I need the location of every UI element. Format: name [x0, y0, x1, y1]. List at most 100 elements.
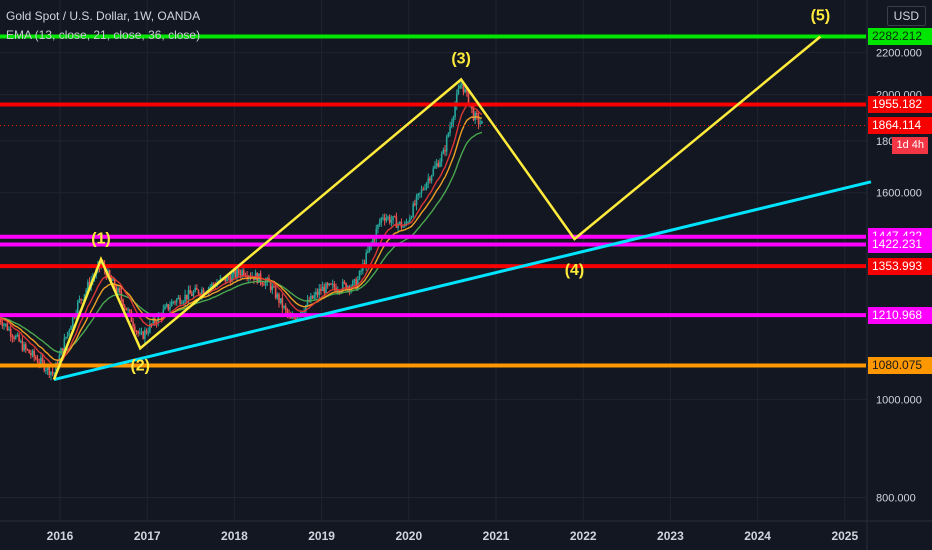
candle-body — [306, 299, 309, 306]
candle-body — [315, 291, 317, 296]
candle-body — [133, 326, 136, 332]
candle-body — [388, 216, 391, 223]
ema-13-line — [0, 104, 483, 367]
x-tick-label: 2019 — [308, 529, 335, 543]
candle-body — [28, 349, 30, 354]
wave-label: (4) — [565, 262, 585, 279]
candle-body — [263, 284, 265, 286]
candle-body — [115, 287, 118, 293]
candle-body — [211, 283, 213, 287]
candle-body — [127, 309, 129, 311]
x-tick-label: 2024 — [744, 529, 771, 543]
candle-body — [274, 286, 277, 298]
candle-body — [46, 365, 49, 370]
candle-body — [460, 83, 463, 86]
candle-body — [477, 115, 480, 124]
candle-body — [439, 161, 441, 167]
candle-body — [429, 178, 431, 181]
candle-body — [241, 270, 243, 276]
candle-body — [8, 328, 10, 331]
indicator-legend[interactable]: EMA (13, close, 21, close, 36, close) — [6, 28, 201, 42]
candle-body — [355, 279, 357, 289]
candle-body — [281, 298, 284, 308]
candle-body — [23, 344, 25, 351]
y-tick-label: 1000.000 — [876, 394, 922, 406]
candle-body — [380, 217, 383, 223]
candle-body — [187, 289, 190, 300]
candle-body — [194, 287, 196, 292]
candle-body — [45, 369, 47, 371]
candle-body — [132, 321, 134, 327]
x-tick-label: 2023 — [657, 529, 684, 543]
candle-body — [278, 294, 280, 303]
candle-body — [152, 318, 155, 325]
candle-body — [407, 221, 409, 223]
candle-body — [11, 336, 14, 338]
candle-body — [33, 350, 35, 358]
candle-body — [24, 344, 27, 349]
candle-body — [409, 217, 411, 222]
candle-body — [450, 122, 453, 127]
candle-body — [331, 283, 334, 285]
candle-body — [412, 203, 414, 217]
candle-body — [82, 299, 84, 301]
candle-body — [21, 341, 24, 351]
price-level-badge: 1955.182 — [868, 96, 932, 114]
candle-body — [87, 282, 89, 290]
candle-body — [372, 238, 374, 244]
x-tick-label: 2017 — [134, 529, 161, 543]
candle-body — [284, 305, 287, 310]
candle-body — [231, 273, 233, 282]
candle-body — [387, 216, 389, 219]
candle-body — [175, 299, 178, 303]
candle-body — [172, 301, 175, 303]
candle-body — [169, 306, 171, 310]
candle-body — [291, 316, 294, 319]
candle-body — [135, 331, 138, 333]
candle-body — [472, 108, 475, 121]
candle-body — [164, 306, 166, 310]
candle-body — [395, 216, 398, 228]
candle-body — [14, 335, 17, 339]
candle-body — [383, 217, 386, 221]
candle-body — [197, 289, 200, 294]
currency-selector[interactable]: USD — [886, 6, 926, 26]
candle-body — [390, 220, 393, 223]
candle-body — [338, 290, 341, 292]
candle-body — [457, 88, 460, 94]
candle-body — [476, 113, 478, 116]
candle-body — [53, 372, 56, 374]
candle-body — [167, 304, 170, 310]
candle-body — [110, 276, 113, 281]
candle-body — [341, 281, 344, 291]
candle-body — [165, 304, 168, 307]
candle-body — [311, 295, 314, 299]
wave-label: (5) — [811, 8, 831, 25]
candle-body — [479, 123, 482, 125]
candle-body — [236, 269, 238, 278]
candle-body — [212, 283, 215, 286]
candle-body — [437, 163, 440, 167]
candle-body — [293, 316, 295, 319]
candle-body — [318, 288, 321, 295]
candle-body — [154, 318, 156, 323]
candle-body — [296, 316, 299, 320]
candle-body — [425, 182, 428, 189]
candle-body — [420, 189, 423, 193]
candle-body — [83, 294, 86, 300]
x-tick-label: 2020 — [395, 529, 422, 543]
candle-body — [6, 323, 9, 331]
ema-36-line — [0, 131, 483, 353]
candle-body — [444, 149, 446, 152]
candle-body — [18, 334, 20, 342]
candle-body — [13, 337, 15, 339]
price-level-badge: 2282.212 — [868, 28, 932, 46]
candle-body — [48, 365, 51, 375]
candle-body — [63, 338, 66, 352]
candle-body — [4, 323, 7, 325]
candle-body — [30, 353, 32, 356]
candle-body — [330, 283, 332, 285]
candle-body — [325, 283, 327, 293]
